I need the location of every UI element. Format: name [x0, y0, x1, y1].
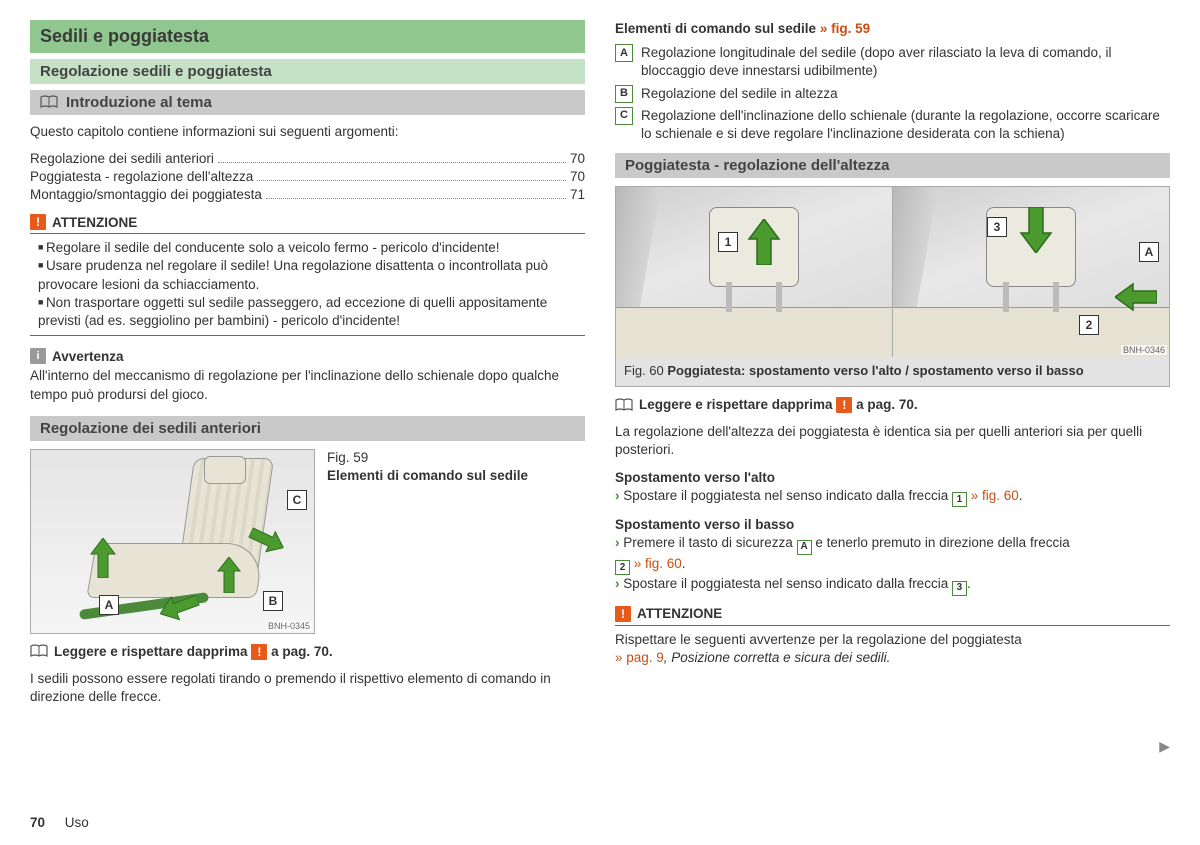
toc-line: Montaggio/smontaggio dei poggiatesta 71: [30, 187, 585, 202]
section-headrest-bar: Poggiatesta - regolazione dell'altezza: [615, 153, 1170, 178]
control-item: C Regolazione dell'inclinazione dello sc…: [615, 107, 1170, 143]
left-column: Sedili e poggiatesta Regolazione sedili …: [30, 20, 585, 716]
info-icon: i: [30, 348, 46, 364]
figure-59-row: A B C BNH-0345 Fig. 59 Elementi di coman…: [30, 449, 585, 634]
book-icon: [30, 644, 48, 659]
warning-icon: !: [836, 397, 852, 413]
figure-code: BNH-0345: [266, 621, 312, 631]
figure-60-left-panel: 1: [616, 187, 892, 357]
read-first-line: Leggere e rispettare dapprima ! a pag. 7…: [615, 397, 1170, 413]
section-seats-bar: Regolazione dei sedili anteriori: [30, 416, 585, 441]
section-intro-label: Introduzione al tema: [66, 94, 212, 111]
right-column: Elementi di comando sul sedile » fig. 59…: [615, 20, 1170, 716]
read-first-line: Leggere e rispettare dapprima ! a pag. 7…: [30, 644, 585, 660]
warning-item: Usare prudenza nel regolare il sedile! U…: [38, 257, 585, 293]
intro-para: Questo capitolo contiene informazioni su…: [30, 123, 585, 141]
continue-icon: ▶: [1159, 738, 1170, 755]
controls-head: Elementi di comando sul sedile » fig. 59: [615, 20, 1170, 38]
warning-icon: !: [615, 606, 631, 622]
note-body: All'interno del meccanismo di regolazion…: [30, 367, 585, 403]
note-title: Avvertenza: [52, 349, 124, 364]
callout-c: C: [287, 490, 307, 510]
warning-title: ATTENZIONE: [52, 215, 137, 230]
callout-a: A: [99, 595, 119, 615]
move-up-head: Spostamento verso l'alto: [615, 470, 1170, 485]
toc-line: Regolazione dei sedili anteriori 70: [30, 151, 585, 166]
figure-59: A B C BNH-0345: [30, 449, 315, 634]
callout-b: B: [263, 591, 283, 611]
book-icon: [615, 398, 633, 413]
control-item: B Regolazione del sedile in altezza: [615, 85, 1170, 103]
arrow-up-icon: [89, 538, 117, 578]
callout-3: 3: [987, 217, 1007, 237]
section-intro-bar: Introduzione al tema: [30, 90, 585, 115]
warning-box: ! ATTENZIONE Regolare il sedile del cond…: [30, 214, 585, 336]
warning-item: Non trasportare oggetti sul sedile passe…: [38, 294, 585, 330]
warning-icon: !: [30, 214, 46, 230]
figure-60-right-panel: 3 A 2 BNH-0346: [892, 187, 1169, 357]
page-number: 70: [30, 815, 45, 830]
chapter-subtitle: Regolazione sedili e poggiatesta: [30, 59, 585, 84]
callout-a: A: [1139, 242, 1159, 262]
figure-60-caption: Fig. 60 Poggiatesta: spostamento verso l…: [616, 357, 1169, 386]
section-seats-label: Regolazione dei sedili anteriori: [40, 420, 261, 437]
warning-icon: !: [251, 644, 267, 660]
warning-title: ATTENZIONE: [637, 606, 722, 621]
toc-line: Poggiatesta - regolazione dell'altezza 7…: [30, 169, 585, 184]
page-footer: 70 Uso: [30, 815, 89, 830]
arrow-up-icon: [747, 219, 781, 265]
arrow-left-icon: [1115, 282, 1157, 312]
seats-para: I sedili possono essere regolati tirando…: [30, 670, 585, 706]
callout-2: 2: [1079, 315, 1099, 335]
same-adjust-para: La regolazione dell'altezza dei poggiate…: [615, 423, 1170, 459]
controls-list: A Regolazione longitudinale del sedile (…: [615, 44, 1170, 143]
callout-1: 1: [718, 232, 738, 252]
move-down-head: Spostamento verso il basso: [615, 517, 1170, 532]
move-down-steps: Premere il tasto di sicurezza A e tenerl…: [615, 534, 1170, 596]
control-item: A Regolazione longitudinale del sedile (…: [615, 44, 1170, 80]
figure-60: 1 3 A 2 BNH-0346: [615, 186, 1170, 387]
toc: Regolazione dei sedili anteriori 70 Pogg…: [30, 151, 585, 202]
chapter-title: Sedili e poggiatesta: [30, 20, 585, 53]
arrow-down-icon: [1019, 207, 1053, 253]
warning-item: Regolare il sedile del conducente solo a…: [38, 239, 585, 257]
footer-section: Uso: [65, 815, 89, 830]
note-box: i Avvertenza All'interno del meccanismo …: [30, 348, 585, 403]
warning-box-bottom: ! ATTENZIONE Rispettare le seguenti avve…: [615, 606, 1170, 667]
figure-59-caption: Fig. 59 Elementi di comando sul sedile: [327, 449, 528, 485]
figure-code: BNH-0346: [1121, 345, 1167, 355]
arrow-up-icon: [216, 557, 242, 593]
book-icon: [40, 94, 58, 111]
move-up-steps: Spostare il poggiatesta nel senso indica…: [615, 487, 1170, 508]
